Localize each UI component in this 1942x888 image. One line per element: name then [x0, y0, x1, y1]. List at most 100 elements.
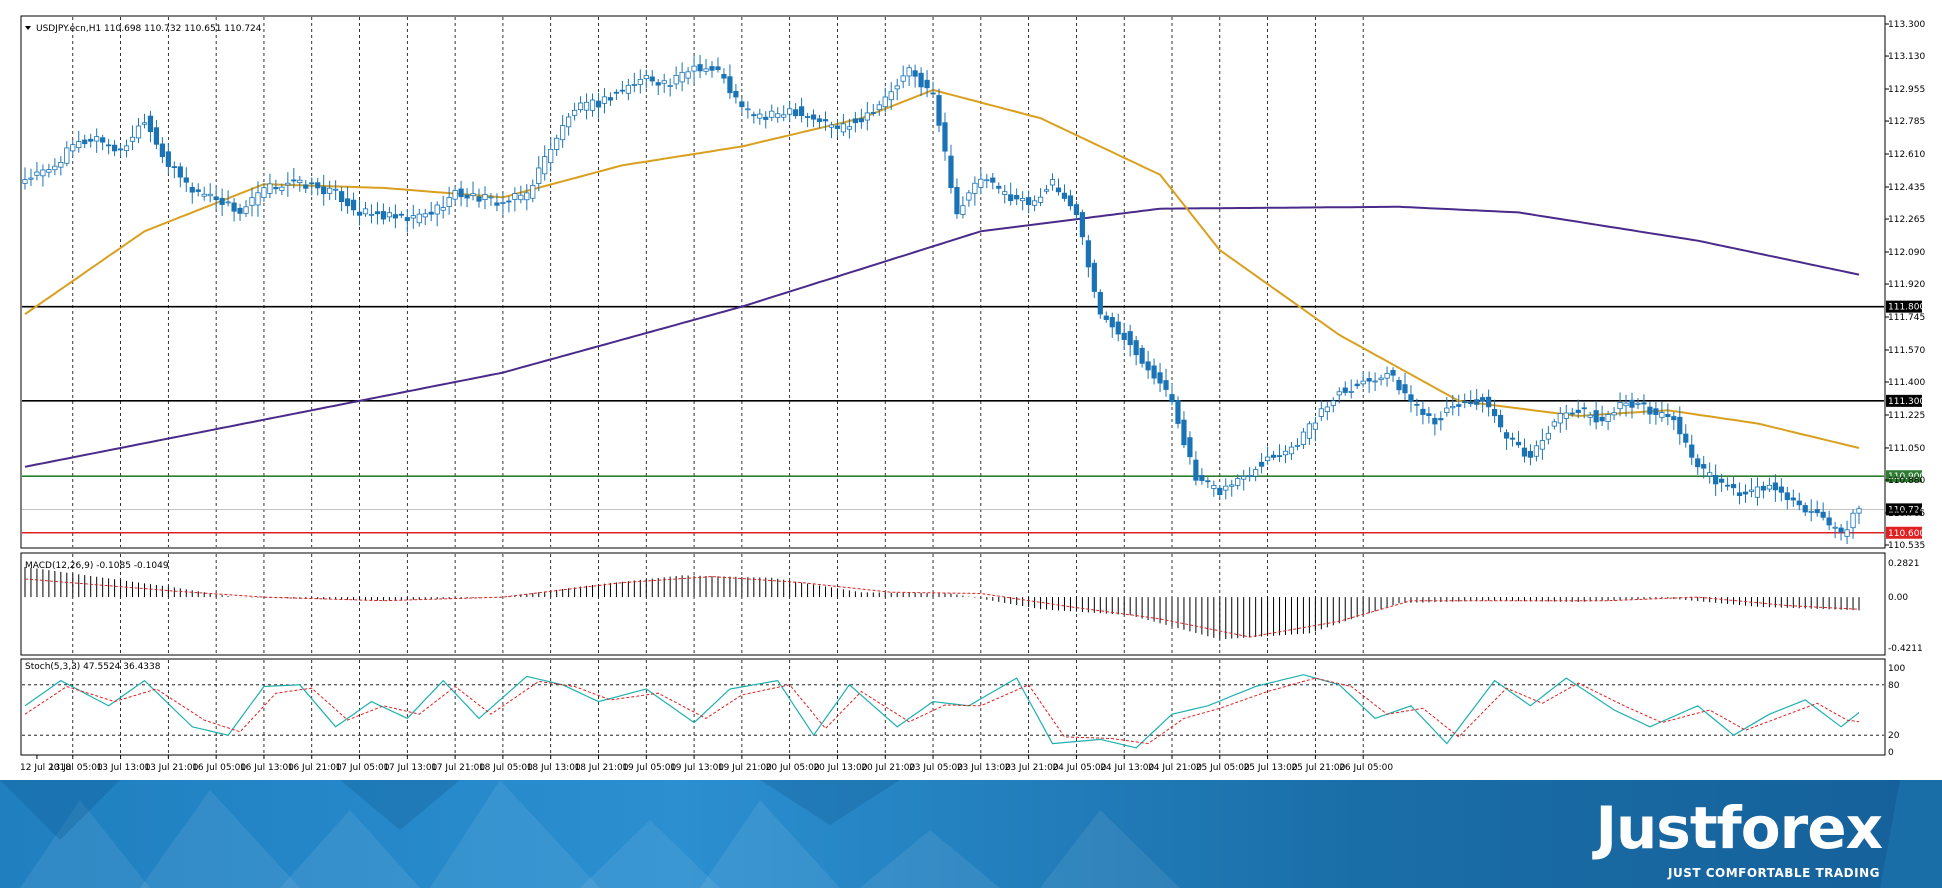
candle-body	[625, 84, 631, 94]
candle-body	[1145, 361, 1151, 371]
candle	[177, 162, 183, 188]
candle	[464, 188, 470, 208]
candle-body	[171, 166, 177, 168]
candle	[1545, 426, 1551, 445]
candle	[894, 78, 900, 101]
candle	[1599, 405, 1605, 427]
candle-body	[1515, 441, 1522, 446]
level-price-box	[1886, 394, 1922, 407]
candle	[1623, 394, 1629, 417]
candle-body	[942, 122, 948, 152]
candle-body	[804, 116, 811, 118]
candle-body	[918, 72, 924, 88]
candle	[643, 69, 649, 89]
candle-body	[100, 137, 106, 143]
candle-body	[607, 97, 614, 101]
candle	[978, 169, 984, 195]
candle	[1575, 399, 1581, 419]
candle	[1055, 178, 1062, 196]
candle-body	[1468, 401, 1474, 405]
candle-body	[554, 137, 560, 150]
candle-body	[52, 165, 58, 171]
candle-body	[697, 64, 703, 72]
candle	[1468, 390, 1474, 407]
price-tick-label: 111.050	[1888, 444, 1925, 454]
candle-body	[231, 202, 237, 212]
candle-body	[1486, 396, 1492, 408]
candle-body	[1480, 397, 1486, 402]
candle	[715, 57, 721, 73]
candle	[679, 62, 685, 92]
candle-body	[189, 186, 195, 193]
time-label: 20 Jul 13:00	[813, 763, 867, 773]
candle-body	[1097, 291, 1103, 315]
current-price-box	[1886, 503, 1922, 516]
candle	[219, 188, 225, 217]
candle-body	[1187, 437, 1193, 458]
candle-body	[356, 211, 363, 216]
candle	[1480, 393, 1486, 413]
candle-body	[1217, 487, 1223, 496]
candle-body	[339, 191, 345, 202]
level-price-label: 111.800	[1888, 303, 1925, 313]
candle	[1707, 462, 1713, 484]
candle-body	[1474, 399, 1480, 405]
candle	[882, 87, 888, 113]
macd-panel[interactable]	[20, 552, 1886, 656]
candle-body	[1551, 421, 1557, 427]
candle-body	[775, 113, 781, 118]
candle	[601, 88, 608, 114]
candle	[1563, 404, 1569, 430]
candle	[1748, 477, 1755, 498]
stoch-panel[interactable]	[20, 658, 1886, 756]
horizontal-levels: 111.800 111.300 110.900 110.600 110.724	[22, 300, 1925, 539]
candle-body	[1133, 340, 1139, 356]
candle	[201, 186, 207, 201]
price-tick-label: 112.265	[1888, 215, 1925, 225]
candle	[506, 196, 512, 213]
candle-body	[249, 197, 255, 206]
candle	[1336, 387, 1342, 404]
moving-averages	[24, 88, 1860, 468]
candle-body	[1414, 403, 1420, 406]
candle-body	[1402, 384, 1408, 394]
candle-body	[82, 139, 88, 145]
candle	[476, 188, 482, 208]
trading-chart[interactable]: 111.800 111.300 110.900 110.600 110.724 113.…	[0, 0, 1942, 780]
candle	[368, 204, 375, 224]
price-panel[interactable]	[20, 15, 1886, 549]
candle-body	[1724, 484, 1731, 487]
candle	[488, 193, 494, 206]
dropdown-arrow-icon[interactable]	[25, 26, 31, 30]
candle	[1264, 446, 1271, 465]
candle	[876, 100, 882, 116]
candle-body	[781, 114, 787, 118]
candle	[1318, 400, 1324, 421]
candle	[691, 56, 697, 84]
candle	[900, 65, 906, 89]
candle	[1354, 379, 1360, 390]
time-label: 16 Jul 13:00	[240, 763, 294, 773]
candle	[255, 181, 261, 217]
candle-body	[948, 155, 954, 189]
candle-body	[888, 91, 894, 101]
time-label: 16 Jul 21:00	[288, 763, 342, 773]
candle	[1378, 374, 1384, 386]
candle-body	[1193, 459, 1199, 481]
candle-body	[1760, 485, 1767, 491]
time-label: 20 Jul 05:00	[766, 763, 820, 773]
candle-body	[1288, 446, 1295, 455]
candle	[810, 109, 817, 128]
candle	[781, 105, 787, 122]
candle	[685, 67, 691, 85]
candle	[58, 156, 64, 176]
candle-body	[1378, 377, 1384, 381]
candle-body	[643, 75, 649, 80]
candle	[703, 59, 709, 76]
candle-body	[1306, 423, 1313, 439]
candle	[315, 178, 321, 196]
time-label: 17 Jul 21:00	[431, 763, 485, 773]
candle-body	[715, 66, 721, 70]
candle	[918, 67, 924, 96]
time-label: 19 Jul 05:00	[622, 763, 676, 773]
